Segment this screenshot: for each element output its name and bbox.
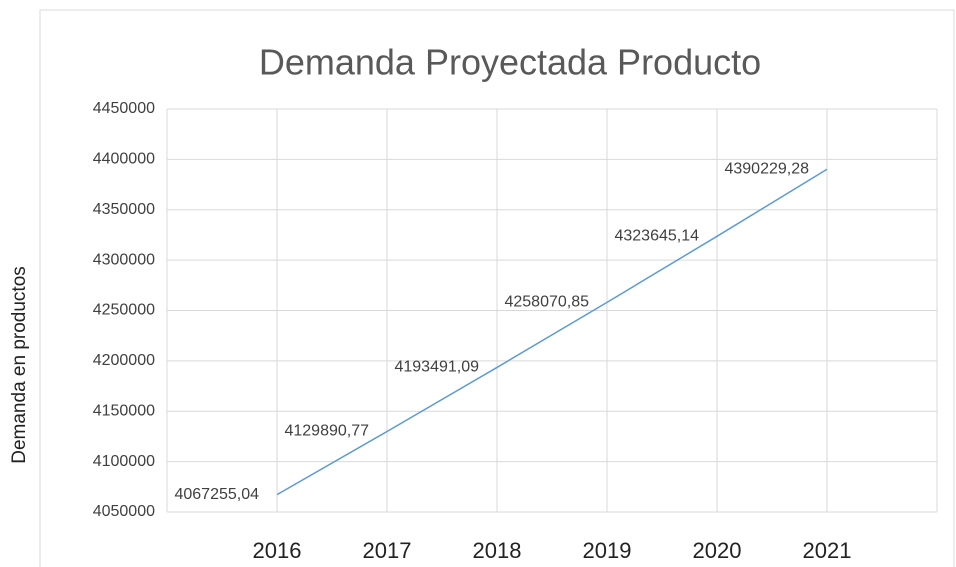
y-tick-label: 4150000 bbox=[93, 402, 155, 419]
x-tick-label: 2016 bbox=[253, 538, 302, 563]
y-tick-label: 4450000 bbox=[93, 100, 155, 117]
data-label: 4323645,14 bbox=[614, 228, 699, 245]
y-tick-label: 4050000 bbox=[93, 503, 155, 520]
x-tick-label: 2018 bbox=[473, 538, 522, 563]
y-tick-label: 4300000 bbox=[93, 251, 155, 268]
data-label: 4390229,28 bbox=[724, 160, 809, 177]
x-tick-label: 2020 bbox=[693, 538, 742, 563]
y-tick-label: 4250000 bbox=[93, 302, 155, 319]
y-axis-label: Demanda en productos bbox=[9, 266, 30, 464]
data-label: 4067255,04 bbox=[174, 486, 259, 503]
data-label: 4129890,77 bbox=[284, 423, 369, 440]
chart-border bbox=[39, 9, 955, 567]
y-tick-label: 4200000 bbox=[93, 352, 155, 369]
data-label: 4258070,85 bbox=[504, 294, 589, 311]
y-tick-label: 4100000 bbox=[93, 453, 155, 470]
y-tick-label: 4350000 bbox=[93, 201, 155, 218]
chart-title: Demanda Proyectada Producto bbox=[259, 42, 761, 83]
x-tick-label: 2021 bbox=[803, 538, 852, 563]
data-line bbox=[276, 168, 828, 496]
y-tick-label: 4400000 bbox=[93, 151, 155, 168]
x-tick-label: 2019 bbox=[583, 538, 632, 563]
x-tick-label: 2017 bbox=[363, 538, 412, 563]
data-label: 4193491,09 bbox=[394, 359, 479, 376]
